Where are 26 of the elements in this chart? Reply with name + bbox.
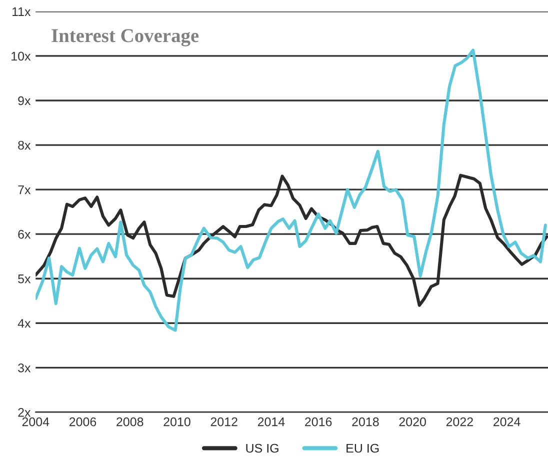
x-tick-label: 2020 (399, 417, 426, 426)
y-tick-label: 6x (18, 230, 31, 239)
x-tick-label: 2016 (305, 417, 332, 426)
y-tick-label: 2x (18, 408, 31, 417)
x-tick-label: 2012 (210, 417, 238, 426)
line-series (36, 174, 548, 307)
y-tick-label: 7x (18, 185, 31, 194)
legend-label: EU IG (346, 444, 379, 453)
y-tick-label: 5x (18, 274, 31, 284)
x-tick-label: 2014 (258, 417, 285, 426)
legend-label: US IG (246, 444, 278, 453)
y-tick-label: 8x (18, 140, 31, 150)
y-tick-label: 9x (18, 96, 31, 106)
x-tick-label: 2024 (494, 417, 520, 426)
y-tick-label: 4x (18, 319, 31, 328)
x-tick-label: 2006 (69, 417, 96, 426)
text: Interest Coverage (52, 29, 199, 46)
line-series (36, 48, 547, 332)
y-tick-label: 3x (18, 363, 31, 372)
x-tick-label: 2008 (116, 417, 144, 426)
y-tick-label: 10x (12, 52, 31, 61)
x-tick-label: 2022 (446, 417, 473, 426)
x-tick-label: 2010 (164, 417, 190, 426)
x-tick-label: 2018 (352, 417, 379, 426)
x-tick-label: 2004 (22, 417, 50, 426)
y-tick-label: 11x (12, 7, 31, 16)
